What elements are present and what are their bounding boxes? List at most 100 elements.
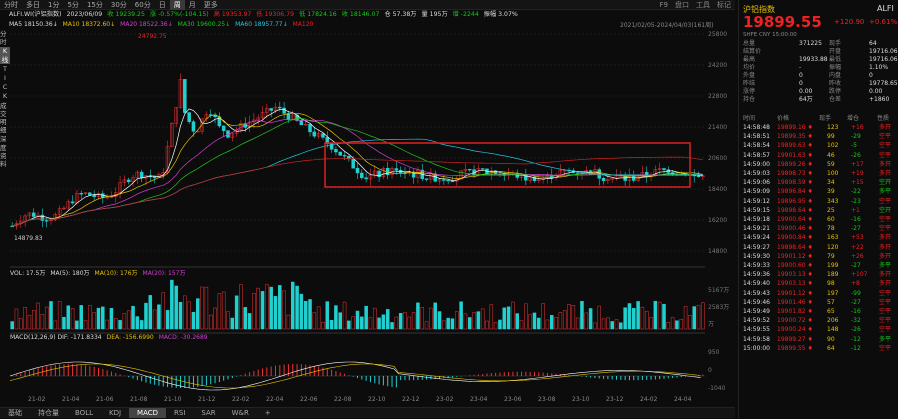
tab-2[interactable]: BOLL (75, 409, 93, 417)
vol-bar (450, 318, 455, 330)
trade-row-16[interactable]: 14:59:36 19903.13 ♦ 189 +107 多开 (739, 271, 898, 279)
trade-row-7-cell-4: 多平 (879, 188, 892, 196)
vol-bar (593, 322, 597, 330)
vol-bar (234, 295, 239, 330)
trade-row-7[interactable]: 14:59:09 19896.84 ♦ 39 -22 多平 (739, 188, 898, 196)
info-high: 高 19353.97 (213, 11, 252, 18)
period-4[interactable]: 15分 (86, 0, 103, 9)
toolbar-icon-0[interactable]: F9 (659, 1, 668, 9)
trade-row-24-cell-4: 空平 (879, 344, 892, 352)
trade-row-11[interactable]: 14:59:21 19900.46 ♦ 78 -27 空平 (739, 225, 898, 233)
period-0[interactable]: 分时 (4, 0, 18, 9)
left-menu-item-5[interactable]: K (2, 92, 8, 101)
trade-row-12[interactable]: 14:59:24 19900.84 ♦ 163 +53 多开 (739, 234, 898, 242)
trade-row-23[interactable]: 14:59:58 19899.27 ♦ 90 -12 多平 (739, 336, 898, 344)
trade-row-8[interactable]: 14:59:12 19896.95 ♦ 343 -23 空平 (739, 198, 898, 206)
trade-row-22[interactable]: 14:59:55 19900.24 ♦ 148 -26 空平 (739, 326, 898, 334)
period-10[interactable]: 更多 (203, 0, 218, 9)
trade-row-20[interactable]: 14:59:49 19901.82 ♦ 65 -16 空平 (739, 308, 898, 316)
period-7[interactable]: 日 (158, 0, 166, 9)
trade-row-3[interactable]: 14:58:57 19901.63 ♦ 46 -26 空平 (739, 152, 898, 160)
trade-row-11-cell-2: 78 (827, 225, 835, 233)
trade-row-1-cell-0: 14:58:51 (743, 133, 770, 141)
trade-row-14[interactable]: 14:59:30 19901.12 ♦ 79 +26 多开 (739, 253, 898, 261)
trade-row-1-cell-1: 19899.35 ♦ (777, 133, 813, 141)
candle (62, 207, 66, 210)
tab-7[interactable]: W&R (231, 409, 249, 417)
tab-1[interactable]: 持仓量 (38, 409, 59, 417)
tab-4[interactable]: MACD (129, 408, 167, 418)
trade-row-21[interactable]: 14:59:52 19900.72 ♦ 206 -32 空平 (739, 317, 898, 325)
tab-6[interactable]: SAR (201, 409, 216, 417)
left-menu-item-4[interactable]: C (2, 83, 8, 92)
trade-row-6[interactable]: 14:59:06 19898.59 ♦ 34 +15 空开 (739, 179, 898, 187)
trade-row-18[interactable]: 14:59:43 19901.12 ♦ 197 -99 空平 (739, 290, 898, 298)
vol-bar (165, 310, 170, 330)
trade-row-19-cell-4: 空平 (879, 298, 892, 306)
price-tick-0: 25800 (708, 31, 728, 38)
trade-row-23-cell-2: 90 (827, 335, 835, 343)
left-menu-item-7[interactable]: 深度资料 (0, 135, 7, 169)
stat-row-2-cell-0: 最高 (743, 56, 756, 63)
candle (351, 158, 355, 169)
left-menu-item-2[interactable]: T (3, 64, 7, 73)
candle (437, 179, 442, 182)
vol-bar (312, 312, 317, 330)
trade-row-24[interactable]: 15:00:00 19899.55 ♦ 64 -12 空平 (739, 345, 898, 353)
period-3[interactable]: 5分 (67, 0, 79, 9)
x-tick-7: 22-04 (266, 396, 284, 403)
candle (135, 171, 140, 178)
trade-row-4[interactable]: 14:59:00 19899.26 ♦ 59 +17 多开 (739, 161, 898, 169)
candle (467, 168, 472, 171)
toolbar-icon-3[interactable]: 标记 (717, 1, 731, 9)
period-5[interactable]: 30分 (110, 0, 127, 9)
trade-row-10[interactable]: 14:59:18 19900.64 ♦ 60 -16 空平 (739, 216, 898, 224)
trade-row-10-cell-4: 空平 (879, 216, 892, 223)
trade-row-15-cell-1: 19900.60 ♦ (777, 262, 813, 269)
candle (66, 201, 71, 209)
price-tick-6: 16200 (708, 217, 728, 224)
left-menu-item-6[interactable]: 成交明细 (0, 101, 7, 135)
trade-row-9[interactable]: 14:59:15 19898.64 ♦ 25 +1 空开 (739, 207, 898, 215)
kline-chart[interactable] (10, 29, 705, 407)
price-axis: 25800 24200 22800 21400 20600 18400 16200 14800 (708, 31, 736, 256)
left-menu-item-1[interactable]: K线 (0, 47, 10, 64)
toolbar-icon-2[interactable]: 工具 (696, 1, 710, 9)
vol-ma5: MA(5): 180万 (50, 270, 90, 277)
period-9[interactable]: 月 (188, 0, 196, 9)
trade-row-2[interactable]: 14:58:54 19899.63 ♦ 102 -5 空平 (739, 142, 898, 150)
candle (299, 120, 304, 126)
left-menu-item-0[interactable]: 分时 (0, 30, 7, 47)
vol-bar (411, 312, 416, 330)
trade-row-18-cell-2: 197 (827, 289, 839, 297)
candle (273, 106, 278, 111)
candle (79, 193, 83, 195)
toolbar-icon-1[interactable]: 盘口 (675, 1, 689, 9)
tab-0[interactable]: 基础 (8, 409, 22, 417)
trade-row-1[interactable]: 14:58:51 19899.35 ♦ 99 -29 空平 (739, 133, 898, 141)
tab-8[interactable]: + (264, 409, 271, 417)
trade-row-15[interactable]: 14:59:33 19900.60 ♦ 199 -27 多平 (739, 262, 898, 270)
trade-row-19[interactable]: 14:59:46 19901.46 ♦ 57 -27 空平 (739, 299, 898, 307)
trade-row-10-cell-1: 19900.64 ♦ (777, 216, 813, 223)
trade-row-8-cell-4: 空平 (879, 197, 892, 205)
trade-row-17[interactable]: 14:59:40 19903.13 ♦ 98 +8 多开 (739, 280, 898, 288)
period-1[interactable]: 多日 (26, 0, 40, 9)
info-open: 收 19239.25 (107, 11, 145, 18)
x-tick-8: 22-06 (300, 396, 318, 403)
vol-bar (299, 293, 304, 330)
trade-row-4-cell-1: 19899.26 ♦ (777, 160, 813, 168)
trade-row-7-cell-1: 19896.84 ♦ (777, 188, 813, 196)
trade-row-5[interactable]: 14:59:03 19898.73 ♦ 100 +19 多开 (739, 170, 898, 178)
trade-row-13[interactable]: 14:59:27 19898.64 ♦ 120 +22 多开 (739, 244, 898, 252)
trade-row-11-cell-3: -27 (851, 225, 861, 233)
trade-row-0[interactable]: 14:58:48 19899.16 ♦ 123 +16 多开 (739, 124, 898, 132)
period-8[interactable]: 周 (169, 0, 185, 10)
ma30-label: MA30 19600.25↓ (177, 21, 231, 28)
tab-5[interactable]: RSI (174, 409, 186, 417)
left-menu-item-3[interactable]: I (4, 74, 6, 83)
period-2[interactable]: 1分 (48, 0, 60, 9)
period-6[interactable]: 60分 (134, 0, 151, 9)
tab-3[interactable]: KDJ (109, 409, 122, 417)
macd-tick-0: 950 (708, 349, 720, 356)
